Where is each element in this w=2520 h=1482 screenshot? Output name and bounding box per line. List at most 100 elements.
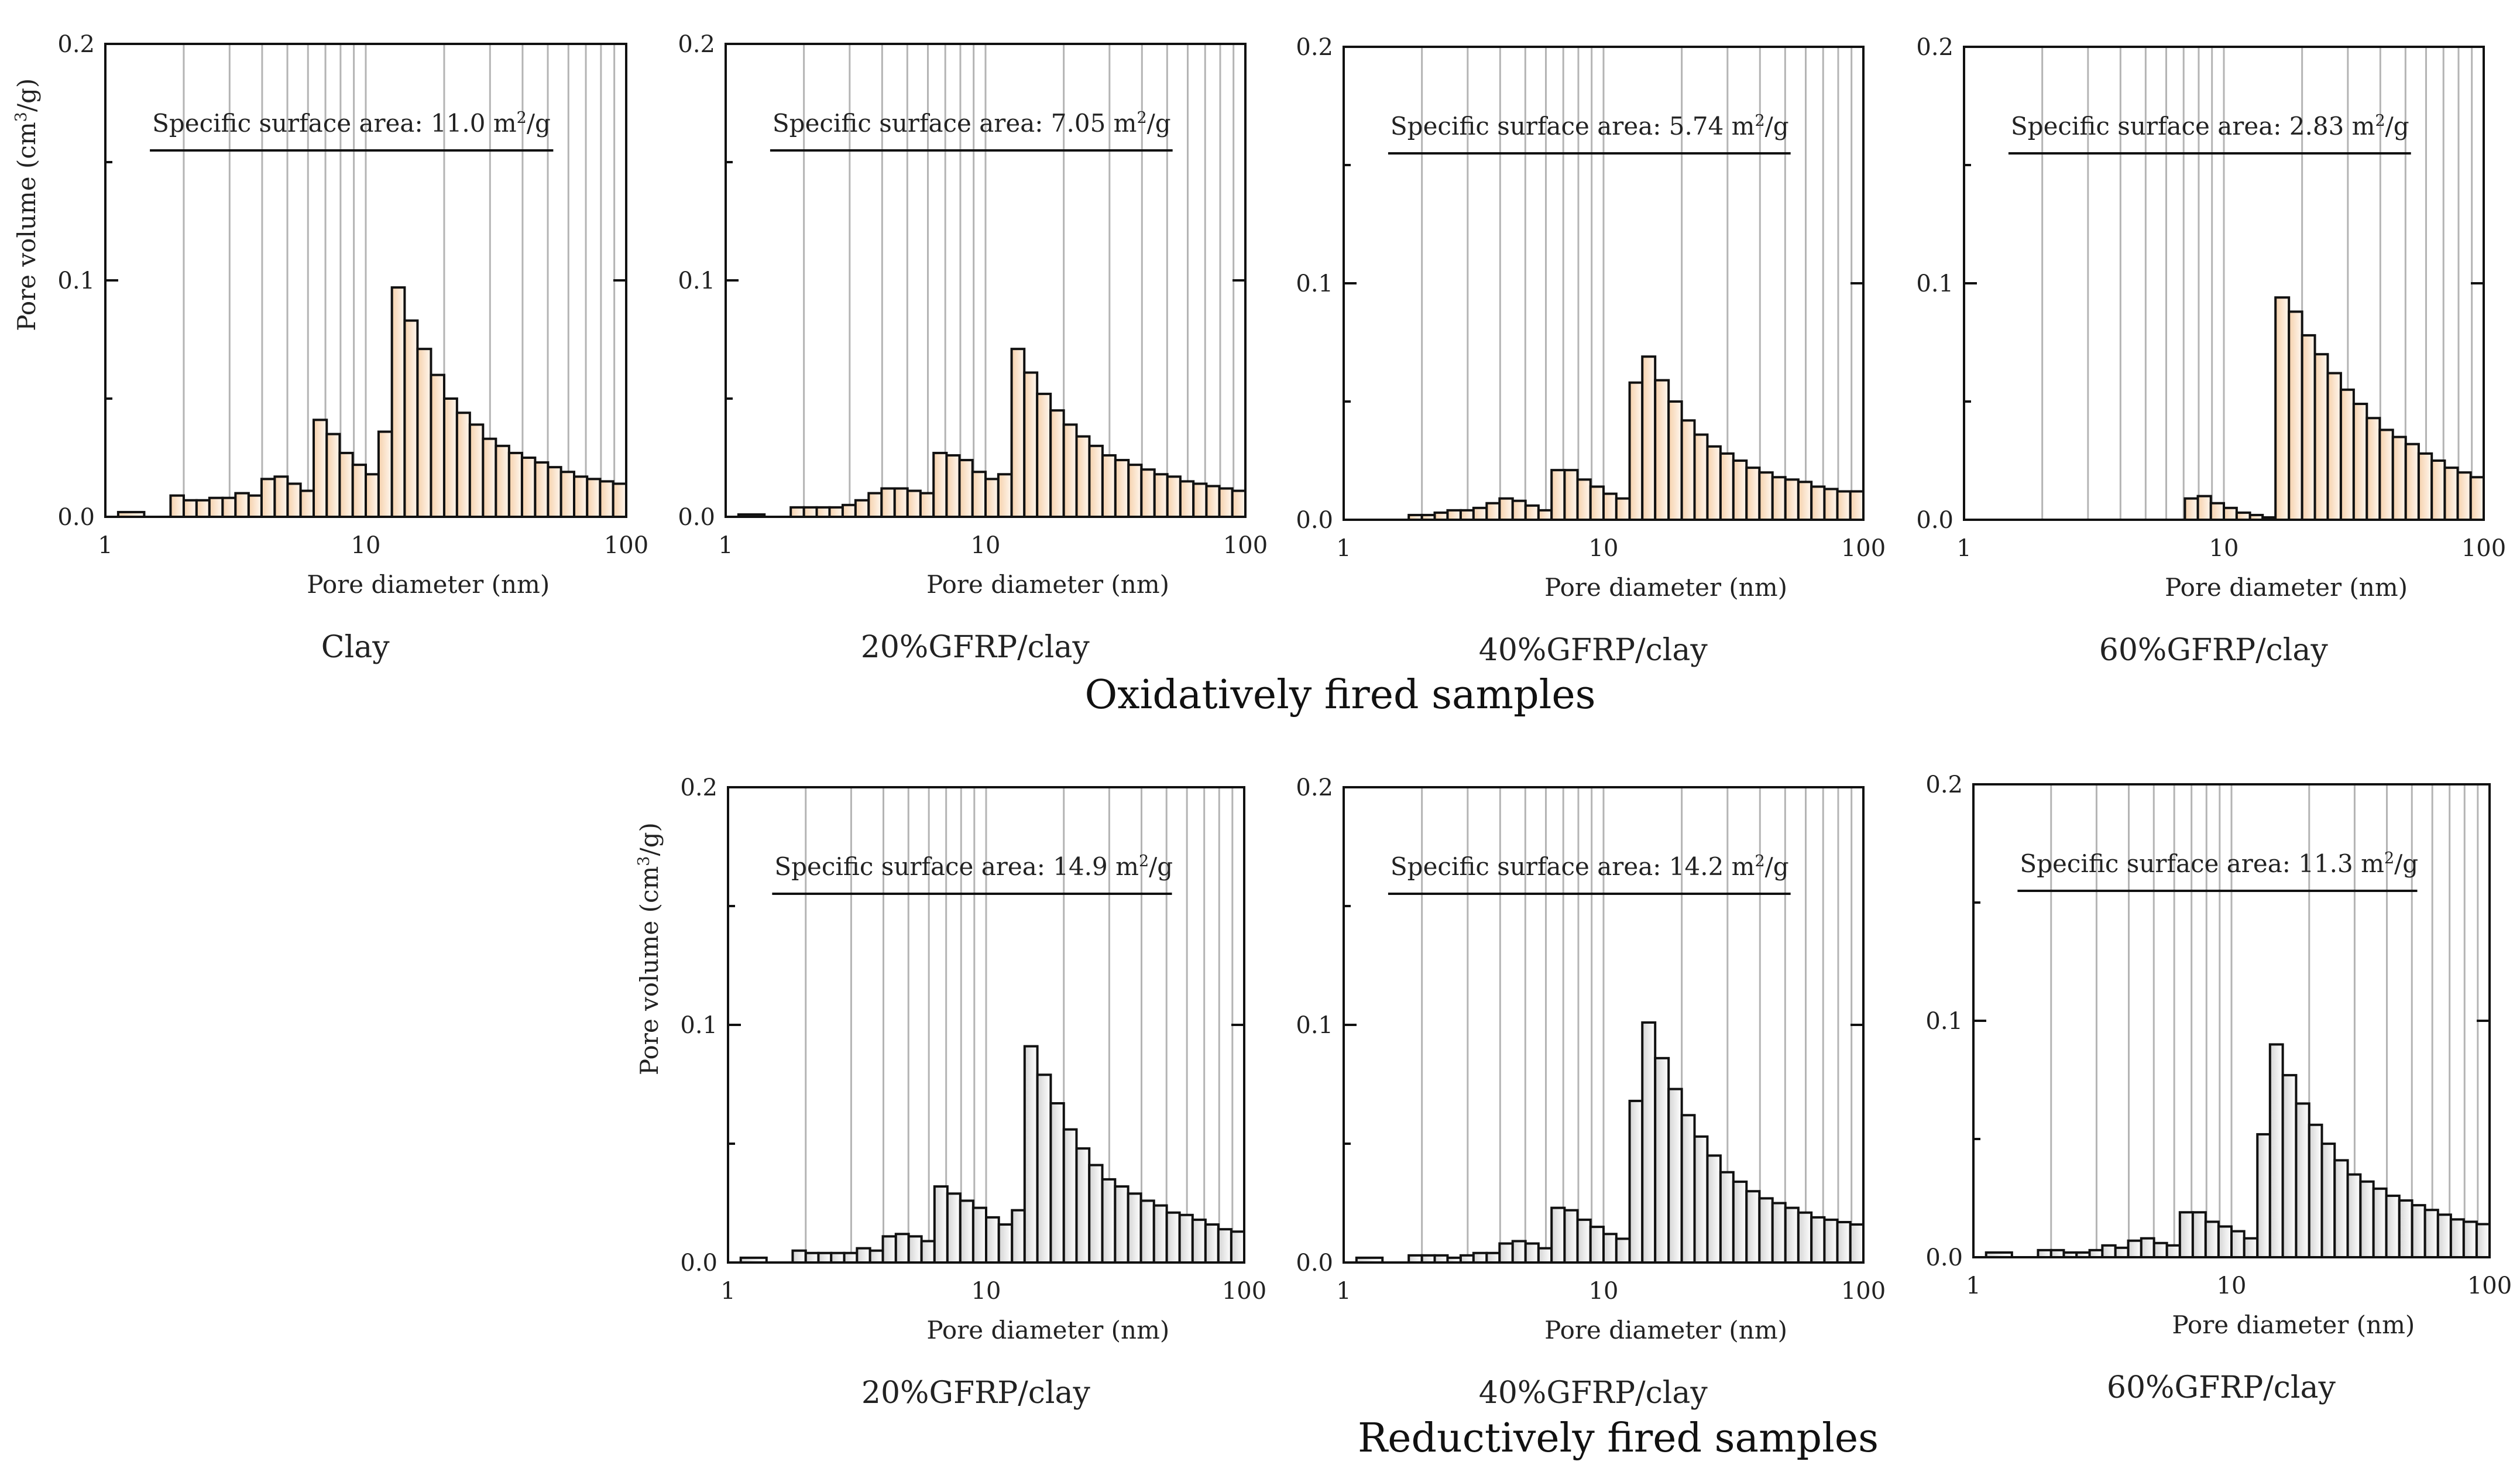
x-tick-label: 1 [1956,535,1971,562]
bar [2209,502,2225,521]
bar [2308,1123,2323,1259]
sample-label: 40%GFRP/clay [1479,1375,1708,1411]
y-tick-label: 0.0 [57,504,95,531]
bar [1524,504,1540,522]
bar [2274,296,2291,521]
sample-label: 60%GFRP/clay [2107,1370,2336,1405]
x-axis-label: Pore diameter (nm) [307,570,550,599]
bar [1563,1209,1579,1264]
bar [2295,1102,2310,1259]
bar [1758,1197,1774,1264]
bar [2101,1244,2117,1259]
bar [971,471,987,518]
bar [1628,381,1644,521]
bar [2268,1043,2284,1259]
bar [1088,1164,1104,1264]
surface-area-annotation: Specific surface area: 5.74 m2/g [1391,112,1789,141]
bar [984,478,1000,518]
bar [1023,371,1039,518]
bar [2456,471,2472,522]
bar [1205,485,1221,518]
bar [789,506,805,519]
bar [612,482,627,519]
x-axis-label: Pore diameter (nm) [926,570,1169,599]
x-tick-label: 10 [351,532,381,559]
y-axis-label: Pore volume (cm3/g) [12,78,42,331]
chart-1: 0.0 0.1 0.2 1 10 100 Pore diameter (nm) Specifi… [678,31,1268,665]
bar [2372,1187,2388,1258]
bar [442,397,458,518]
bar [1062,1128,1078,1264]
x-tick-label: 10 [971,532,1001,559]
surface-area-annotation: Specific surface area: 7.05 m2/g [773,109,1171,138]
bar [1602,492,1618,521]
bar [1732,459,1748,521]
bar [802,506,818,519]
bar [1101,1178,1117,1264]
bar [1615,1237,1631,1264]
bar [390,286,406,518]
bar [403,319,419,518]
bar [1550,469,1566,521]
y-tick-label: 0.1 [1916,270,1953,297]
bar [534,461,550,519]
bar [985,1216,1000,1264]
y-tick-label: 0.2 [680,774,717,801]
bar [1459,509,1475,522]
bar [997,1223,1014,1264]
bar [1075,1147,1091,1264]
bar [1191,1218,1207,1264]
bar [1166,475,1182,519]
chart-3: 0.0 0.1 0.2 1 10 100 Pore diameter (nm) Specifi… [1916,34,2506,668]
bar [933,1185,949,1264]
bar [1062,423,1078,518]
bar [906,489,922,518]
bar [2183,497,2199,522]
bar [1654,379,1670,522]
bar [997,473,1013,519]
bar [416,348,432,518]
x-tick-label: 100 [604,532,648,559]
bar [1485,1251,1501,1264]
y-tick-label: 0.0 [1296,507,1333,534]
bar [1036,392,1052,518]
bar [1511,499,1527,521]
bar [2217,1225,2233,1258]
bar [351,464,367,518]
bar [325,433,341,518]
bar [2385,1194,2401,1258]
sample-label: 20%GFRP/clay [861,630,1090,665]
x-tick-label: 1 [1966,1272,1980,1299]
sample-label: 20%GFRP/clay [861,1375,1091,1411]
y-tick-label: 0.0 [1916,507,1953,534]
x-tick-label: 1 [98,532,112,559]
bar [1036,1073,1052,1264]
y-tick-label: 0.0 [1925,1244,1963,1271]
bar [856,1247,871,1264]
bar [2333,1159,2349,1258]
bar [1524,1242,1540,1264]
bar [2339,388,2355,521]
bar [2378,428,2394,521]
bar [1217,1228,1232,1264]
bar [830,1251,846,1264]
bar [1023,1045,1039,1264]
bar [2243,1237,2259,1258]
x-tick-label: 100 [1222,1278,1266,1305]
bar [1537,1247,1553,1264]
bar [1615,497,1631,522]
bar [893,487,909,519]
x-tick-label: 10 [1589,535,1619,562]
y-tick-label: 0.1 [57,267,95,294]
x-axis-label: Pore diameter (nm) [1544,1316,1787,1344]
surface-area-annotation: Specific surface area: 11.3 m2/g [2020,849,2418,879]
bar [1511,1240,1527,1264]
bar [1719,1171,1735,1264]
bar [1576,1218,1592,1264]
bar [1602,1233,1618,1264]
y-tick-label: 0.2 [1296,34,1333,61]
bar [1075,435,1091,519]
bar [1114,1185,1129,1264]
bar [1485,502,1501,521]
x-axis-label: Pore diameter (nm) [1544,573,1787,602]
